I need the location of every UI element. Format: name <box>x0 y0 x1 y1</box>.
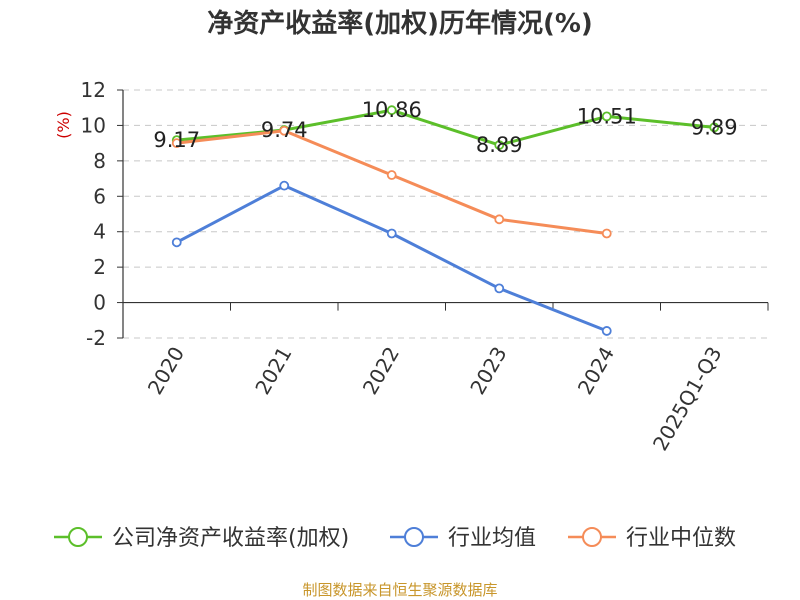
y-tick-label: 4 <box>93 220 106 244</box>
data-point <box>386 105 397 116</box>
y-tick-label: 8 <box>93 149 106 173</box>
data-label: 10.51 <box>577 104 637 128</box>
legend-marker <box>404 527 424 547</box>
source-note: 制图数据来自恒生聚源数据库 <box>302 581 497 599</box>
data-point <box>279 180 290 191</box>
y-tick-label: 10 <box>81 113 106 137</box>
legend-label: 公司净资产收益率(加权) <box>112 526 349 551</box>
data-label: 10.86 <box>362 98 422 122</box>
x-tick-label: 2025Q1-Q3 <box>648 343 727 455</box>
x-tick-label: 2023 <box>465 343 511 399</box>
y-tick-label: 12 <box>81 78 106 102</box>
legend-item: 行业均值 <box>390 526 536 551</box>
data-label: 8.89 <box>476 133 523 157</box>
data-label: 9.74 <box>261 118 308 142</box>
data-point <box>601 326 612 336</box>
data-point <box>601 228 612 239</box>
y-axis-label: (%) <box>54 111 73 139</box>
data-label: 9.17 <box>153 128 200 152</box>
series-2 <box>171 180 612 336</box>
data-point <box>494 283 505 294</box>
data-point <box>709 122 720 133</box>
legend-item: 行业中位数 <box>568 526 736 551</box>
data-point <box>279 125 290 136</box>
data-point <box>171 138 182 149</box>
legend-label: 行业均值 <box>448 526 536 551</box>
x-tick-label: 2020 <box>143 343 189 399</box>
y-tick-label: -2 <box>86 326 106 350</box>
data-label: 9.89 <box>691 115 738 139</box>
data-point <box>386 170 397 180</box>
data-point <box>386 228 397 239</box>
data-point <box>601 111 612 122</box>
data-point <box>494 214 505 225</box>
legend-marker <box>582 527 602 547</box>
series-group: 9.17 9.74 10.86 8.89 10.51 9.89 <box>153 98 738 336</box>
x-tick-label: 2021 <box>250 343 296 399</box>
series-3 <box>171 125 612 239</box>
legend-marker <box>68 527 88 547</box>
y-tick-label: 6 <box>93 184 106 208</box>
legend-item: 公司净资产收益率(加权) <box>54 526 349 551</box>
series-line <box>176 184 608 333</box>
data-point <box>171 237 182 248</box>
y-tick-label: 0 <box>93 291 106 315</box>
data-point <box>494 140 505 150</box>
y-tick-label: 2 <box>93 255 106 279</box>
legend: 公司净资产收益率(加权) 行业均值 行业中位数 <box>54 526 736 551</box>
x-tick-label: 2022 <box>358 343 404 399</box>
chart-title: 净资产收益率(加权)历年情况(%) <box>207 8 593 39</box>
series-line <box>176 129 607 235</box>
x-tick-label: 2024 <box>573 343 619 399</box>
legend-label: 行业中位数 <box>626 526 736 551</box>
